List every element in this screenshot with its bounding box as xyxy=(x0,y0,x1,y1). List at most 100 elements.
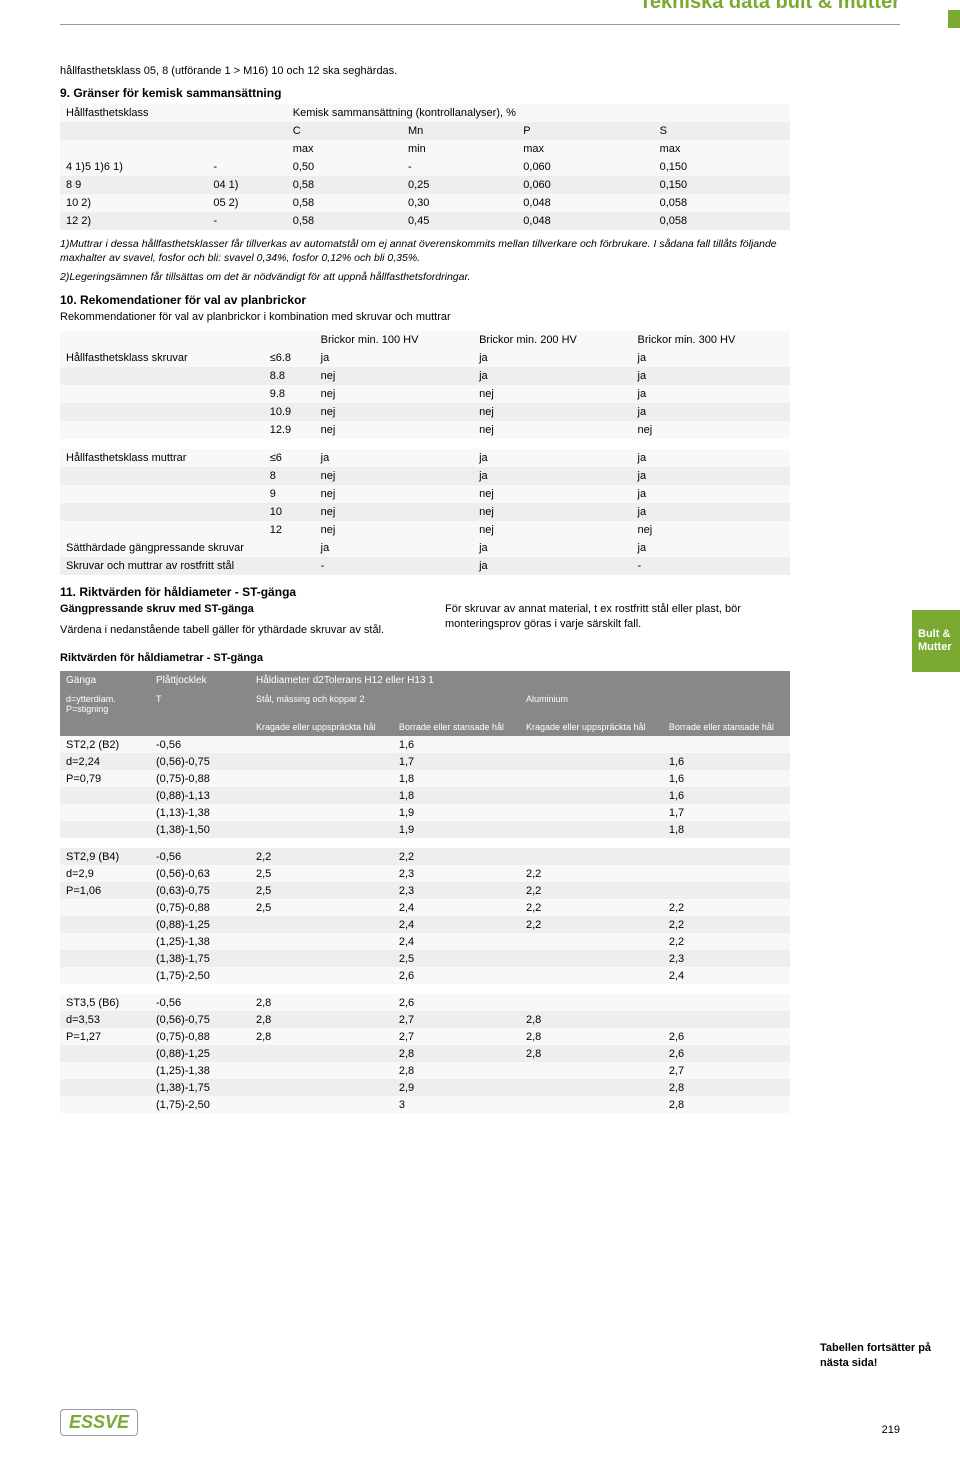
t10-h2: Brickor min. 100 HV xyxy=(315,331,473,349)
table-10: Brickor min. 100 HV Brickor min. 200 HV … xyxy=(60,331,790,575)
t11-cell xyxy=(250,736,393,753)
s11-left-heading: Gängpressande skruv med ST-gänga xyxy=(60,602,405,616)
t9-sb-0: max xyxy=(287,140,402,158)
t10-cell: ja xyxy=(473,467,631,485)
t10-block1: Hållfasthetsklass skruvar≤6.8jajaja8.8ne… xyxy=(60,349,790,439)
t9-cell: - xyxy=(207,212,286,230)
t10-cell: nej xyxy=(315,385,473,403)
t11-cell: (0,75)-0,88 xyxy=(150,770,250,787)
t10-cell: ja xyxy=(632,503,790,521)
t11-cell: 2,8 xyxy=(250,994,393,1011)
t11-cell: 2,2 xyxy=(663,916,790,933)
t11-cell xyxy=(520,804,663,821)
header-strip: Tekniska data bult & mutter xyxy=(60,24,900,54)
t11-lead xyxy=(60,787,150,804)
t11-cell: (1,38)-1,75 xyxy=(150,1079,250,1096)
t9-cell: 12 2) xyxy=(60,212,207,230)
t10-label xyxy=(60,467,264,485)
t11-cell: 2,8 xyxy=(663,1096,790,1113)
t11-cell xyxy=(250,933,393,950)
t10-block2: Hållfasthetsklass muttrar≤6jajaja8nejjaj… xyxy=(60,449,790,539)
t9-cell: 0,048 xyxy=(517,194,653,212)
t11-cell: 1,7 xyxy=(663,804,790,821)
logo: ESSVE xyxy=(60,1409,138,1436)
t10-cell: ≤6 xyxy=(264,449,315,467)
t10-cell: nej xyxy=(315,467,473,485)
s11-right-para: För skruvar av annat material, t ex rost… xyxy=(445,602,790,631)
t11-cell: (0,56)-0,75 xyxy=(150,753,250,770)
t10-cell: ja xyxy=(632,403,790,421)
t10-label xyxy=(60,421,264,439)
section-10-title: 10. Rekomendationer för val av planbrick… xyxy=(60,293,790,309)
t11-cell xyxy=(250,916,393,933)
t11-cell xyxy=(663,865,790,882)
t11-cell: -0,56 xyxy=(150,848,250,865)
t11-lead xyxy=(60,916,150,933)
t11-cell: 1,8 xyxy=(393,770,520,787)
footer: ESSVE 219 xyxy=(60,1409,900,1436)
t11-cell: 2,8 xyxy=(520,1028,663,1045)
t11-cell: 2,4 xyxy=(393,933,520,950)
t10-cell: ja xyxy=(632,539,790,557)
t11-cell: (1,13)-1,38 xyxy=(150,804,250,821)
t10-cell: ja xyxy=(632,449,790,467)
t11-cell: (1,25)-1,38 xyxy=(150,1062,250,1079)
t9-cell: 05 2) xyxy=(207,194,286,212)
t11-cell: 1,9 xyxy=(393,804,520,821)
t11-h-mat1: Stål, mässing och koppar 2 xyxy=(250,690,520,718)
t11-cell xyxy=(250,770,393,787)
t11-cell xyxy=(520,994,663,1011)
t11-lead: P=0,79 xyxy=(60,770,150,787)
t9-cell: 0,45 xyxy=(402,212,517,230)
t10-cell: ja xyxy=(632,485,790,503)
t10-cell: ja xyxy=(315,539,473,557)
t11-cell: (0,88)-1,13 xyxy=(150,787,250,804)
t11-cell: 3 xyxy=(393,1096,520,1113)
t11-h-mat2: Aluminium xyxy=(520,690,790,718)
t11-cell: 1,6 xyxy=(663,787,790,804)
t10-cell: nej xyxy=(473,521,631,539)
t10-cell: nej xyxy=(473,385,631,403)
t9-body: 4 1)5 1)6 1)-0,50-0,0600,1508 904 1)0,58… xyxy=(60,158,790,230)
header-accent-bar xyxy=(948,10,960,28)
t11-cell: 1,8 xyxy=(663,821,790,838)
t11-h-d: d=ytterdiam. P=stigning xyxy=(60,690,150,718)
t11-cell: 1,8 xyxy=(393,787,520,804)
t9-sc-mn: Mn xyxy=(402,122,517,140)
t11-cell: 2,2 xyxy=(520,882,663,899)
t11-cell: (1,38)-1,75 xyxy=(150,950,250,967)
t11-cell: 2,8 xyxy=(250,1028,393,1045)
t11-cell: 1,6 xyxy=(663,770,790,787)
side-tab-label: Bult & Mutter xyxy=(918,628,952,653)
t10-label xyxy=(60,403,264,421)
t11-cell: (0,88)-1,25 xyxy=(150,916,250,933)
t11-cell: 2,8 xyxy=(250,1011,393,1028)
t11-h-plat: Plåttjocklek xyxy=(150,671,250,690)
t9-cell: 10 2) xyxy=(60,194,207,212)
t11-lead xyxy=(60,1096,150,1113)
t9-sb-2: max xyxy=(517,140,653,158)
t11-cell: (1,75)-2,50 xyxy=(150,1096,250,1113)
t10-cell: ja xyxy=(473,449,631,467)
t10-cell: 12 xyxy=(264,521,315,539)
t11-cell: -0,56 xyxy=(150,994,250,1011)
t11-cell: 2,2 xyxy=(520,865,663,882)
t9-cell: 8 9 xyxy=(60,176,207,194)
t11-lead xyxy=(60,933,150,950)
t11-cell xyxy=(250,804,393,821)
t9-cell: 0,058 xyxy=(654,212,790,230)
t10-cell: nej xyxy=(632,521,790,539)
t11-cell: (0,63)-0,75 xyxy=(150,882,250,899)
header-title: Tekniska data bult & mutter xyxy=(639,0,900,14)
t11-cell: 2,9 xyxy=(393,1079,520,1096)
t11-cell: 2,4 xyxy=(663,967,790,984)
t10-cell: ja xyxy=(473,367,631,385)
t11-cell: 2,5 xyxy=(393,950,520,967)
t9-cell: - xyxy=(207,158,286,176)
t10-cell: nej xyxy=(473,421,631,439)
note-1: 1)Muttrar i dessa hållfasthetsklasser få… xyxy=(60,238,790,265)
t11-cell: 2,3 xyxy=(393,882,520,899)
t11-cell: 2,2 xyxy=(520,899,663,916)
t11-cell: 1,6 xyxy=(393,736,520,753)
t10-extra: Sätthärdade gängpressande skruvarjajajaS… xyxy=(60,539,790,575)
